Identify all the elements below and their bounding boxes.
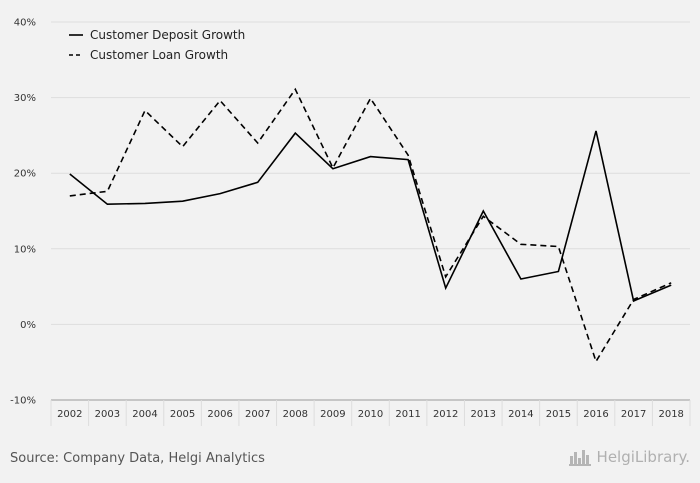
x-tick-label: 2011: [395, 409, 420, 420]
x-tick-label: 2018: [658, 409, 683, 420]
x-tick-label: 2010: [358, 409, 383, 420]
x-tick-label: 2008: [283, 409, 308, 420]
x-tick-label: 2005: [170, 409, 195, 420]
brand-name: HelgiLibrary.: [596, 448, 690, 466]
grid-layer: [51, 21, 690, 325]
y-tick-label: 30%: [14, 93, 36, 104]
x-tick-label: 2016: [583, 409, 608, 420]
x-tick-label: 2017: [621, 409, 646, 420]
legend: Customer Deposit Growth Customer Loan Gro…: [69, 28, 245, 62]
series-layer: [69, 87, 672, 364]
series-line-customer-deposit-growth: [69, 130, 672, 303]
x-tick-label: 2002: [57, 409, 82, 420]
y-tick-label: 20%: [14, 169, 36, 180]
series-line-customer-loan-growth: [69, 87, 672, 364]
x-tick-label: 2006: [207, 409, 232, 420]
y-tick-label: 0%: [20, 320, 36, 331]
x-tick-label: 2007: [245, 409, 270, 420]
source-note: Source: Company Data, Helgi Analytics: [10, 451, 265, 466]
y-tick-label: 10%: [14, 244, 36, 255]
legend-label: Customer Deposit Growth: [90, 28, 245, 42]
y-tick-label: -10%: [10, 396, 36, 407]
x-tick-label: 2009: [320, 409, 345, 420]
x-tick-label: 2004: [132, 409, 157, 420]
y-tick-label: 40%: [14, 18, 36, 29]
x-axis: 2002 2003 2004 2005 2006 2007 2008 2009 2010 2011…: [50, 399, 691, 426]
x-tick-label: 2014: [508, 409, 533, 420]
y-axis: 40% 30% 20% 10% 0% -10%: [10, 18, 36, 407]
city-skyline-icon: [568, 450, 591, 466]
x-tick-label: 2003: [95, 409, 120, 420]
x-tick-label: 2012: [433, 409, 458, 420]
x-tick-label: 2013: [471, 409, 496, 420]
brand-logo: HelgiLibrary.: [568, 448, 690, 466]
x-tick-label: 2015: [546, 409, 571, 420]
legend-label: Customer Loan Growth: [90, 48, 228, 62]
